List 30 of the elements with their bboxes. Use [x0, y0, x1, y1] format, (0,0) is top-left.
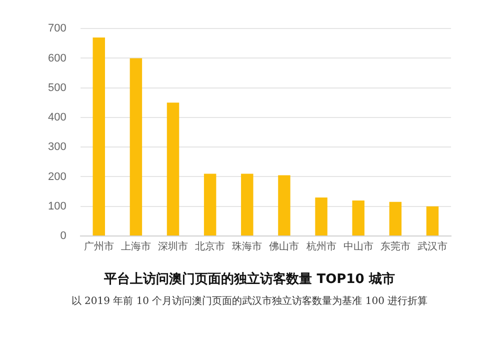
x-tick-label: 佛山市 [269, 240, 300, 253]
bar [426, 206, 439, 236]
x-tick-label: 东莞市 [380, 240, 410, 253]
y-tick-label: 600 [48, 52, 66, 64]
x-tick-label: 中山市 [343, 240, 374, 253]
x-tick-label: 广州市 [84, 240, 114, 253]
x-tick-label: 武汉市 [417, 240, 448, 253]
bar [92, 37, 105, 236]
y-tick-label: 700 [48, 22, 66, 35]
y-tick-label: 400 [48, 112, 66, 124]
y-tick-label: 200 [48, 170, 66, 183]
bar [130, 58, 142, 236]
bar [389, 202, 402, 236]
y-tick-label: 500 [48, 82, 66, 94]
bar [241, 174, 254, 236]
bar [278, 175, 290, 236]
y-tick-label: 100 [48, 200, 66, 212]
y-tick-label: 0 [60, 230, 66, 242]
bar [166, 102, 180, 236]
y-tick-label: 300 [48, 141, 66, 154]
bar [352, 200, 364, 236]
text: 以 2019 年前 10 个月访问澳门页面的武汉市独立访客数量为基准 100 进行折算 [70, 294, 429, 308]
x-tick-label: 北京市 [195, 240, 226, 253]
bar [315, 197, 328, 236]
x-tick-label: 上海市 [120, 240, 151, 253]
x-tick-label: 珠海市 [232, 240, 262, 253]
text: 平台上访问澳门页面的独立访客数量 TOP10 城市 [103, 270, 396, 288]
x-tick-label: 深圳市 [158, 240, 188, 253]
x-tick-label: 杭州市 [305, 240, 336, 253]
bar [204, 174, 216, 236]
